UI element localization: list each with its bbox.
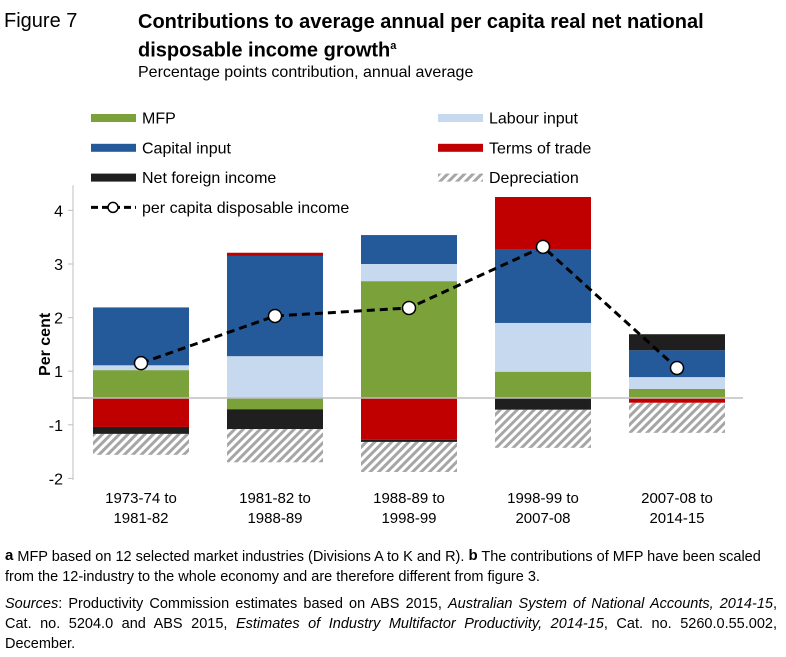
footnote-ab: a MFP based on 12 selected market indust… (5, 546, 777, 587)
footnote-b-marker: b (468, 547, 478, 564)
figure-title: Contributions to average annual per capi… (138, 10, 778, 63)
bar-group (629, 334, 725, 433)
legend-label: per capita disposable income (142, 200, 349, 217)
bar-segment-net-foreign-income (495, 398, 591, 410)
bar-segment-terms-of-trade (361, 398, 457, 440)
legend: MFP Labour input Capital input Terms of tra… (91, 111, 591, 217)
legend-label: MFP (142, 111, 176, 128)
bar-group (361, 235, 457, 472)
bar-segment-depreciation (361, 441, 457, 472)
footnote-b-text: The contributions of MFP have been scale… (5, 549, 761, 585)
bar-segment-depreciation (93, 433, 189, 455)
bar-segment-capital-input (227, 255, 323, 357)
footnotes: a MFP based on 12 selected market indust… (5, 546, 777, 654)
chart: MFP Labour input Capital input Terms of tra… (37, 111, 743, 527)
legend-swatch (438, 173, 483, 182)
sources: Sources: Productivity Commission estimat… (5, 594, 777, 654)
sources-text-1: : Productivity Commission estimates base… (58, 596, 448, 612)
y-tick-label: 1 (54, 364, 63, 381)
bar-group (93, 307, 189, 455)
y-axis-title: Per cent (37, 312, 54, 376)
legend-item-terms-of-trade: Terms of trade (438, 140, 591, 157)
legend-label: Terms of trade (489, 140, 591, 157)
line-marker (669, 360, 685, 376)
x-tick-label: 1998-99 to (507, 490, 579, 507)
x-tick-label: 1973-74 to (105, 490, 177, 507)
sources-text-2: , Cat. no. 5204.0 and ABS 2015, (5, 596, 777, 632)
bar-segment-net-foreign-income (629, 334, 725, 351)
bar-segment-labour-input (361, 264, 457, 282)
bar-segment-labour-input (495, 322, 591, 372)
bar-segment-capital-input (93, 307, 189, 366)
x-tick-label: 2007-08 to (641, 490, 713, 507)
line-marker (133, 355, 149, 371)
line-marker (535, 239, 551, 255)
sources-title-1: Australian System of National Accounts, … (447, 596, 773, 612)
bar-segment-labour-input (629, 377, 725, 389)
legend-item-per-capita-disposable-income: per capita disposable income (91, 200, 349, 217)
legend-label: Depreciation (489, 170, 579, 187)
bar-segment-net-foreign-income (93, 426, 189, 434)
bar-group (227, 252, 323, 463)
legend-marker (107, 201, 119, 214)
sources-title-2: Estimates of Industry Multifactor Produc… (235, 616, 604, 632)
x-tick-label: 1981-82 (113, 510, 168, 527)
bar-segment-depreciation (629, 402, 725, 433)
bar-segment-capital-input (495, 248, 591, 323)
bar-segment-depreciation (495, 409, 591, 448)
bar-segment-terms-of-trade (629, 398, 725, 403)
sources-text-3: , Cat. no. 5260.0.55.002, December. (5, 616, 777, 652)
x-tick-label: 1988-89 (247, 510, 302, 527)
y-tick-label: 3 (54, 257, 63, 274)
x-tick-label: 1988-89 to (373, 490, 445, 507)
bar-segment-net-foreign-income (361, 439, 457, 442)
legend-label: Labour input (489, 111, 579, 128)
y-tick-label: 2 (54, 311, 63, 328)
bar-segment-mfp (93, 370, 189, 398)
line-series (133, 239, 685, 376)
title-text: Contributions to average annual per capi… (138, 11, 704, 62)
bar-group (495, 197, 591, 448)
bar-segment-terms-of-trade (227, 252, 323, 256)
bar-segment-mfp (495, 371, 591, 398)
x-tick-label: 2014-15 (649, 510, 704, 527)
legend-swatch (438, 114, 483, 122)
legend-item-depreciation: Depreciation (438, 170, 579, 187)
bar-segment-labour-input (227, 356, 323, 398)
bar-segment-terms-of-trade (93, 398, 189, 427)
footnote-a-marker: a (5, 547, 14, 564)
x-tick-label: 1998-99 (381, 510, 436, 527)
line-marker (267, 308, 283, 324)
bar-segment-depreciation (227, 429, 323, 463)
legend-swatch (91, 114, 136, 122)
legend-item-mfp: MFP (91, 111, 176, 128)
legend-label: Capital input (142, 140, 232, 157)
bars (93, 197, 725, 472)
bar-segment-net-foreign-income (227, 409, 323, 430)
y-tick-label: -2 (49, 471, 63, 488)
footnote-a-text: MFP based on 12 selected market industri… (13, 549, 469, 565)
line-marker (401, 300, 417, 316)
figure-label: Figure 7 (4, 10, 78, 32)
bar-segment-mfp (629, 388, 725, 398)
bar-segment-mfp (227, 398, 323, 410)
figure-subtitle: Percentage points contribution, annual a… (138, 64, 474, 81)
legend-swatch (91, 143, 136, 152)
x-tick-label: 1981-82 to (239, 490, 311, 507)
sources-label: Sources (5, 596, 59, 612)
y-axis: 4 3 2 1 -1 -2 Per cent (37, 185, 74, 488)
x-axis-labels: 1973-74 to 1981-82 1981-82 to 1988-89 1988-8… (105, 490, 713, 527)
bar-segment-mfp (361, 281, 457, 398)
legend-swatch (438, 143, 483, 152)
legend-swatch (91, 173, 136, 182)
legend-item-net-foreign-income: Net foreign income (91, 170, 276, 187)
y-tick-label: -1 (49, 418, 63, 435)
bar-segment-capital-input (361, 235, 457, 264)
legend-item-capital-input: Capital input (91, 140, 232, 157)
legend-label: Net foreign income (142, 170, 276, 187)
legend-item-labour-input: Labour input (438, 111, 579, 128)
title-footnote-marker: a (390, 40, 397, 52)
x-tick-label: 2007-08 (515, 510, 570, 527)
y-tick-label: 4 (54, 203, 63, 220)
